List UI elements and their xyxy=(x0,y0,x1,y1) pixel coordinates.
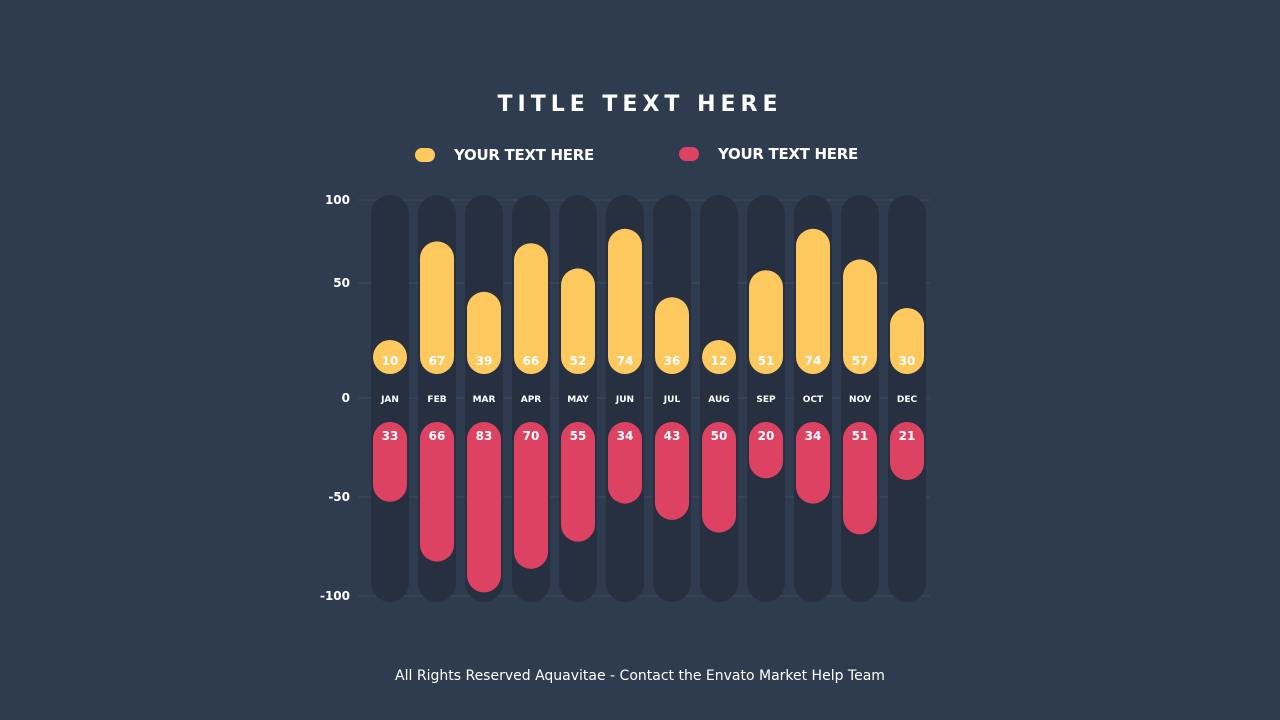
data-label-series-2: 33 xyxy=(382,429,399,443)
bar-series-2 xyxy=(561,422,595,542)
x-tick-label: OCT xyxy=(803,395,824,405)
y-tick-label: 50 xyxy=(333,276,350,290)
x-tick-label: MAR xyxy=(473,395,496,405)
bar-series-1 xyxy=(749,270,783,374)
x-tick-label: JUN xyxy=(615,395,634,405)
data-label-series-1: 67 xyxy=(429,354,446,368)
month-badge xyxy=(372,380,408,416)
bar-series-2 xyxy=(608,422,642,504)
bar-series-2 xyxy=(843,422,877,535)
data-label-series-2: 51 xyxy=(852,429,869,443)
month-badge xyxy=(842,380,878,416)
data-label-series-2: 43 xyxy=(664,429,681,443)
data-label-series-2: 21 xyxy=(899,429,916,443)
data-label-series-2: 20 xyxy=(758,429,775,443)
bar-series-1 xyxy=(655,297,689,374)
month-badge xyxy=(795,380,831,416)
bar-series-1 xyxy=(467,291,501,374)
x-tick-label: FEB xyxy=(427,395,446,405)
x-tick-label: SEP xyxy=(756,395,776,405)
data-label-series-2: 66 xyxy=(429,429,446,443)
data-label-series-1: 74 xyxy=(617,354,634,368)
bar-series-2 xyxy=(420,422,454,562)
y-tick-label: 100 xyxy=(325,193,350,207)
y-tick-label: -50 xyxy=(328,490,350,504)
bar-series-1 xyxy=(608,228,642,374)
data-label-series-1: 57 xyxy=(852,354,869,368)
data-label-series-2: 50 xyxy=(711,429,728,443)
bar-series-1 xyxy=(373,340,407,374)
x-tick-label: NOV xyxy=(849,395,871,405)
x-tick-label: APR xyxy=(521,395,542,405)
bar-series-2 xyxy=(796,422,830,504)
bar-series-2 xyxy=(890,422,924,481)
bar-series-2 xyxy=(467,422,501,593)
data-label-series-2: 70 xyxy=(523,429,540,443)
legend-item-series-2: YOUR TEXT HERE xyxy=(679,144,858,164)
data-label-series-1: 66 xyxy=(523,354,540,368)
legend-item-series-1: YOUR TEXT HERE xyxy=(415,145,594,165)
data-label-series-2: 55 xyxy=(570,429,587,443)
legend-label-series-2: YOUR TEXT HERE xyxy=(718,145,858,163)
month-badge xyxy=(654,380,690,416)
month-badge xyxy=(466,380,502,416)
legend-swatch-series-2 xyxy=(679,147,699,161)
bar-series-1 xyxy=(843,259,877,374)
data-label-series-1: 10 xyxy=(382,354,399,368)
x-tick-label: DEC xyxy=(897,395,918,405)
bar-series-2 xyxy=(514,422,548,569)
data-label-series-1: 39 xyxy=(476,354,493,368)
bar-series-1 xyxy=(561,268,595,374)
chart-title: TITLE TEXT HERE xyxy=(497,92,783,117)
month-badge xyxy=(560,380,596,416)
y-tick-label: 0 xyxy=(342,391,350,405)
month-badge xyxy=(748,380,784,416)
data-label-series-1: 30 xyxy=(899,354,916,368)
bar-series-2 xyxy=(702,422,736,533)
data-label-series-2: 34 xyxy=(617,429,634,443)
bar-series-1 xyxy=(890,308,924,374)
bar-series-1 xyxy=(796,228,830,374)
bar-series-2 xyxy=(655,422,689,520)
bar-series-2 xyxy=(749,422,783,479)
data-label-series-1: 74 xyxy=(805,354,822,368)
footer-text: All Rights Reserved Aquavitae - Contact … xyxy=(395,668,885,684)
y-tick-label: -100 xyxy=(320,589,350,603)
bar-series-2 xyxy=(373,422,407,502)
bar-series-1 xyxy=(514,243,548,374)
month-badge xyxy=(513,380,549,416)
x-tick-label: JAN xyxy=(380,395,399,405)
month-badge xyxy=(889,380,925,416)
data-label-series-1: 12 xyxy=(711,354,728,368)
data-label-series-1: 52 xyxy=(570,354,587,368)
data-label-series-1: 51 xyxy=(758,354,775,368)
month-badge xyxy=(701,380,737,416)
data-label-series-2: 83 xyxy=(476,429,493,443)
data-label-series-1: 36 xyxy=(664,354,681,368)
bar-series-1 xyxy=(420,241,454,374)
bar-series-1 xyxy=(702,340,736,374)
month-badge xyxy=(607,380,643,416)
legend-label-series-1: YOUR TEXT HERE xyxy=(454,146,594,164)
x-tick-label: JUL xyxy=(663,395,681,405)
month-badge xyxy=(419,380,455,416)
data-label-series-2: 34 xyxy=(805,429,822,443)
x-tick-label: MAY xyxy=(567,395,589,405)
x-tick-label: AUG xyxy=(708,395,729,405)
legend-swatch-series-1 xyxy=(415,148,435,162)
